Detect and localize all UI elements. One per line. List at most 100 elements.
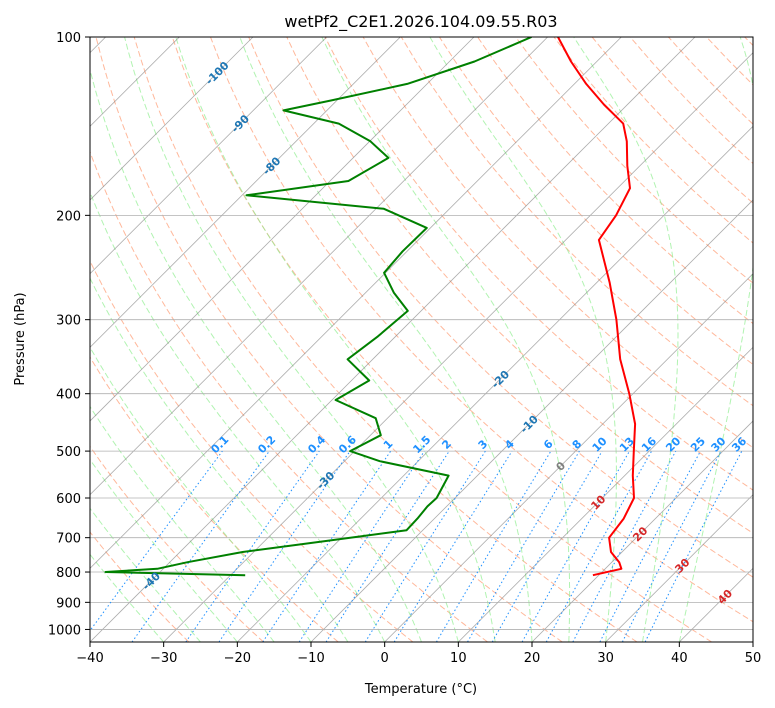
mixing-ratio-line xyxy=(467,450,580,642)
y-axis-label: Pressure (hPa) xyxy=(13,292,28,385)
moist-adiabat xyxy=(90,277,349,642)
moist-adiabat xyxy=(90,405,275,642)
y-tick-label: 300 xyxy=(56,314,81,329)
mixing-ratio-label: 16 xyxy=(639,434,659,454)
y-tick-label: 900 xyxy=(56,596,81,611)
line-labels: 0.1 0.2 0.4 0.6 1 1.5 2 3 4 6 8 10 13 16 20 25 30 36-100-… xyxy=(140,59,750,607)
dry-adiabat xyxy=(744,37,753,47)
mixing-ratio-line xyxy=(435,450,552,642)
mixing-ratio-label: 10 xyxy=(590,434,610,454)
chart-title: wetPf2_C2E1.2026.104.09.55.R03 xyxy=(284,12,557,32)
moist-adiabat xyxy=(573,37,679,642)
dry-adiabat xyxy=(515,37,753,284)
dry-adiabat xyxy=(90,445,264,642)
mixing-ratio-line xyxy=(298,450,425,642)
moist-adiabat xyxy=(90,346,312,642)
y-tick-label: 200 xyxy=(56,209,81,224)
isotherm-line xyxy=(90,37,622,569)
dry-adiabat xyxy=(400,37,753,407)
plot-area: 0.1 0.2 0.4 0.6 1 1.5 2 3 4 6 8 10 13 16 20 25 30 36-100-… xyxy=(90,37,753,642)
isotherm-line xyxy=(90,37,327,275)
isotherm-line xyxy=(310,199,753,642)
mixing-ratio-label: 30 xyxy=(709,434,729,454)
pressure-grid xyxy=(90,37,753,630)
x-axis-ticks: −40 −30 −20 −10 0 10 20 30 40 50 xyxy=(76,642,761,666)
x-tick-label: −10 xyxy=(297,651,324,666)
mixing-ratio-line xyxy=(572,450,677,642)
isotherm-line xyxy=(752,641,753,642)
isotherm-label: -90 xyxy=(229,112,252,135)
moist-adiabat xyxy=(175,37,496,642)
moist-adiabat xyxy=(90,553,165,642)
moist-adiabat xyxy=(429,37,617,642)
dry-adiabat xyxy=(591,37,753,204)
moist-adiabat xyxy=(124,37,459,642)
dry-adiabat xyxy=(95,37,563,642)
mixing-ratio-line xyxy=(185,450,320,642)
y-tick-label: 400 xyxy=(56,388,81,403)
x-tick-label: −40 xyxy=(76,651,103,666)
y-tick-label: 700 xyxy=(56,532,81,547)
mixing-ratio-line xyxy=(90,450,223,632)
isotherm-label: -10 xyxy=(518,412,541,435)
x-tick-label: 50 xyxy=(745,651,762,666)
mixing-ratio-label: 25 xyxy=(688,435,708,455)
y-tick-label: 100 xyxy=(56,31,81,46)
dry-adiabat xyxy=(133,37,638,642)
plot-frame xyxy=(89,36,754,643)
x-tick-label: 0 xyxy=(381,651,389,666)
dry-adiabat xyxy=(90,356,339,642)
y-tick-label: 500 xyxy=(56,445,81,460)
mixing-ratio-label: 3 xyxy=(476,437,491,452)
moist-adiabat xyxy=(239,37,533,642)
x-tick-label: −30 xyxy=(150,651,177,666)
isotherm-label: -20 xyxy=(489,368,512,391)
moist-adiabat xyxy=(90,458,238,642)
isotherm-label: 40 xyxy=(715,587,735,607)
mixing-ratio-line xyxy=(545,450,653,642)
moist-adiabat xyxy=(90,507,201,642)
mixing-ratio-line xyxy=(131,450,270,642)
mixing-ratio-label: 2 xyxy=(439,437,454,452)
dry-adiabat xyxy=(248,37,753,578)
mixing-ratio-line xyxy=(393,450,513,642)
isotherm-label: 20 xyxy=(630,524,650,544)
dewpoint-profile-line xyxy=(104,37,532,577)
dry-adiabat xyxy=(706,37,753,86)
dry-adiabat xyxy=(171,37,712,642)
dry-adiabat xyxy=(90,531,190,642)
y-tick-label: 600 xyxy=(56,492,81,507)
isotherm-line xyxy=(90,37,475,422)
moist-adiabat xyxy=(678,37,753,642)
isotherm-line xyxy=(458,346,753,642)
isotherm-label: -80 xyxy=(260,154,283,177)
mixing-ratio-label: 36 xyxy=(729,434,749,454)
mixing-ratio-line xyxy=(325,450,450,642)
x-tick-label: 40 xyxy=(671,651,688,666)
mixing-ratio-label: 0.4 xyxy=(305,433,328,456)
mixing-ratio-line xyxy=(644,450,743,642)
x-tick-label: 30 xyxy=(597,651,614,666)
mixing-ratio-label: 20 xyxy=(663,434,683,454)
isotherm-label: 10 xyxy=(588,492,608,512)
mixing-ratio-label: 8 xyxy=(570,437,585,452)
mixing-ratio-line xyxy=(262,450,392,642)
mixing-ratio-line xyxy=(521,450,630,642)
dry-adiabat xyxy=(668,37,753,125)
mixing-ratio-lines xyxy=(90,450,743,642)
x-axis-label: Temperature (°C) xyxy=(364,682,477,697)
background-lines xyxy=(90,37,753,642)
x-tick-label: 20 xyxy=(524,651,541,666)
isotherm-label: -100 xyxy=(203,59,232,88)
moist-adiabat xyxy=(90,190,386,642)
isotherm-line xyxy=(237,125,753,642)
isotherm-line xyxy=(90,37,696,642)
x-tick-label: 10 xyxy=(450,651,467,666)
mixing-ratio-line xyxy=(218,450,351,642)
isotherm-line xyxy=(384,273,753,642)
isotherm-label: 0 xyxy=(554,459,569,474)
dry-adiabat xyxy=(90,259,414,642)
moist-adiabat xyxy=(90,67,422,642)
isotherm-label: 30 xyxy=(672,556,692,576)
